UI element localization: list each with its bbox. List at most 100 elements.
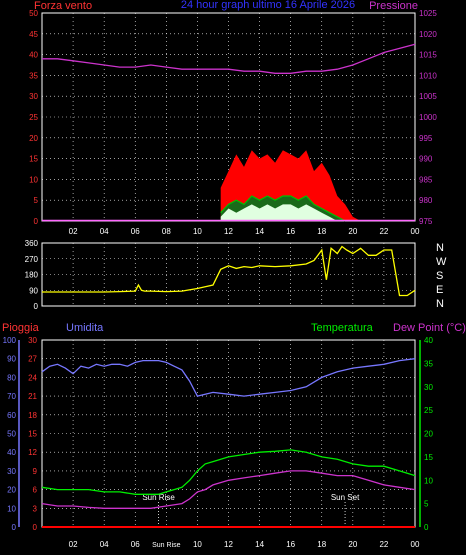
- temperature-tick-label: 35: [424, 359, 433, 368]
- wind-axis-label: Forza vento: [34, 0, 92, 12]
- temperature-tick-label: 40: [424, 336, 433, 345]
- wind-tick-label: 10: [29, 175, 38, 184]
- bottom-time-tick: 00: [411, 540, 420, 549]
- humidity-tick-label: 60: [7, 411, 16, 420]
- rain-tick-label: 21: [28, 392, 37, 401]
- bottom-time-tick: 14: [255, 540, 264, 549]
- wind-tick-label: 0: [34, 217, 39, 226]
- direction-tick-label: 0: [34, 302, 39, 311]
- bottom-time-tick: Sun Rise: [152, 542, 181, 549]
- rain-tick-label: 9: [33, 467, 38, 476]
- humidity-tick-label: 90: [7, 355, 16, 364]
- humidity-tick-label: 0: [12, 523, 17, 532]
- bottom-time-tick: 10: [193, 540, 202, 549]
- rain-tick-label: 24: [28, 373, 37, 382]
- pressure-tick-label: 995: [419, 134, 433, 143]
- compass-label: N: [436, 298, 444, 310]
- sunrise-label: Sun Rise: [142, 493, 175, 502]
- wind-tick-label: 20: [29, 134, 38, 143]
- top-time-tick: 18: [317, 227, 326, 236]
- top-time-tick: 10: [193, 227, 202, 236]
- dewpoint-axis-label: Dew Point (°C): [393, 322, 466, 334]
- compass-label: E: [436, 284, 443, 296]
- top-time-tick: 20: [348, 227, 357, 236]
- pressure-tick-label: 1025: [419, 9, 437, 18]
- humidity-tick-label: 80: [7, 373, 16, 382]
- humidity-tick-label: 100: [3, 336, 17, 345]
- direction-tick-label: 270: [25, 255, 39, 264]
- pressure-tick-label: 1005: [419, 92, 437, 101]
- humidity-tick-label: 40: [7, 448, 16, 457]
- temperature-tick-label: 15: [424, 453, 433, 462]
- wind-tick-label: 5: [34, 196, 39, 205]
- wind-direction-line: [42, 245, 416, 297]
- temperature-tick-label: 25: [424, 406, 433, 415]
- bottom-time-tick: 02: [69, 540, 78, 549]
- rain-tick-label: 15: [28, 430, 37, 439]
- temperature-axis-label: Temperatura: [311, 322, 374, 334]
- pressure-tick-label: 975: [419, 217, 433, 226]
- humidity-tick-label: 50: [7, 430, 16, 439]
- compass-label: W: [436, 256, 447, 268]
- temperature-line: [41, 449, 416, 495]
- wind-min-area: [220, 204, 338, 221]
- top-time-tick: 06: [131, 227, 140, 236]
- chart-title: 24 hour graph ultimo 16 Aprile 2026: [181, 0, 355, 11]
- pressure-tick-label: 1015: [419, 51, 437, 60]
- rain-tick-label: 30: [28, 336, 37, 345]
- bottom-time-tick: 22: [379, 540, 388, 549]
- bottom-time-tick: 20: [348, 540, 357, 549]
- humidity-tick-label: 10: [7, 504, 16, 513]
- rain-tick-label: 0: [33, 523, 38, 532]
- temperature-tick-label: 0: [424, 523, 429, 532]
- rain-tick-label: 12: [28, 448, 37, 457]
- sunset-label: Sun Set: [331, 493, 360, 502]
- humidity-tick-label: 20: [7, 486, 16, 495]
- top-time-tick: 08: [162, 227, 171, 236]
- top-time-tick: 22: [379, 227, 388, 236]
- bottom-time-tick: 18: [317, 540, 326, 549]
- top-time-tick: 14: [255, 227, 264, 236]
- compass-label: N: [436, 242, 444, 254]
- direction-tick-label: 90: [29, 286, 38, 295]
- rain-axis-label: Pioggia: [2, 322, 40, 334]
- wind-tick-label: 45: [29, 30, 38, 39]
- humidity-tick-label: 70: [7, 392, 16, 401]
- wind-tick-label: 25: [29, 113, 38, 122]
- direction-tick-label: 180: [25, 271, 39, 280]
- top-time-tick: 02: [69, 227, 78, 236]
- direction-tick-label: 360: [25, 239, 39, 248]
- wind-tick-label: 30: [29, 92, 38, 101]
- wind-tick-label: 50: [29, 9, 38, 18]
- bottom-time-tick: 06: [131, 540, 140, 549]
- wind-tick-label: 40: [29, 51, 38, 60]
- bottom-time-tick: 12: [224, 540, 233, 549]
- rain-tick-label: 27: [28, 355, 37, 364]
- humidity-line: [41, 358, 416, 397]
- compass-label: S: [436, 270, 443, 282]
- top-time-tick: 16: [286, 227, 295, 236]
- rain-tick-label: 3: [33, 504, 38, 513]
- pressure-tick-label: 985: [419, 175, 433, 184]
- dewpoint-line: [41, 470, 416, 509]
- pressure-tick-label: 1020: [419, 30, 437, 39]
- rain-tick-label: 18: [28, 411, 37, 420]
- temperature-tick-label: 10: [424, 476, 433, 485]
- top-time-tick: 12: [224, 227, 233, 236]
- bottom-time-tick: 04: [100, 540, 109, 549]
- bottom-time-tick: 16: [286, 540, 295, 549]
- temperature-tick-label: 5: [424, 500, 429, 509]
- wind-tick-label: 15: [29, 155, 38, 164]
- humidity-axis-label: Umidita: [66, 322, 104, 334]
- rain-tick-label: 6: [33, 486, 38, 495]
- pressure-line: [42, 43, 416, 74]
- pressure-tick-label: 990: [419, 155, 433, 164]
- top-time-tick: 04: [100, 227, 109, 236]
- pressure-tick-label: 1010: [419, 71, 437, 80]
- wind-avg-line: [220, 195, 346, 222]
- temperature-tick-label: 20: [424, 430, 433, 439]
- chart-layer: 0510152025303540455097598098599099510001…: [3, 9, 438, 549]
